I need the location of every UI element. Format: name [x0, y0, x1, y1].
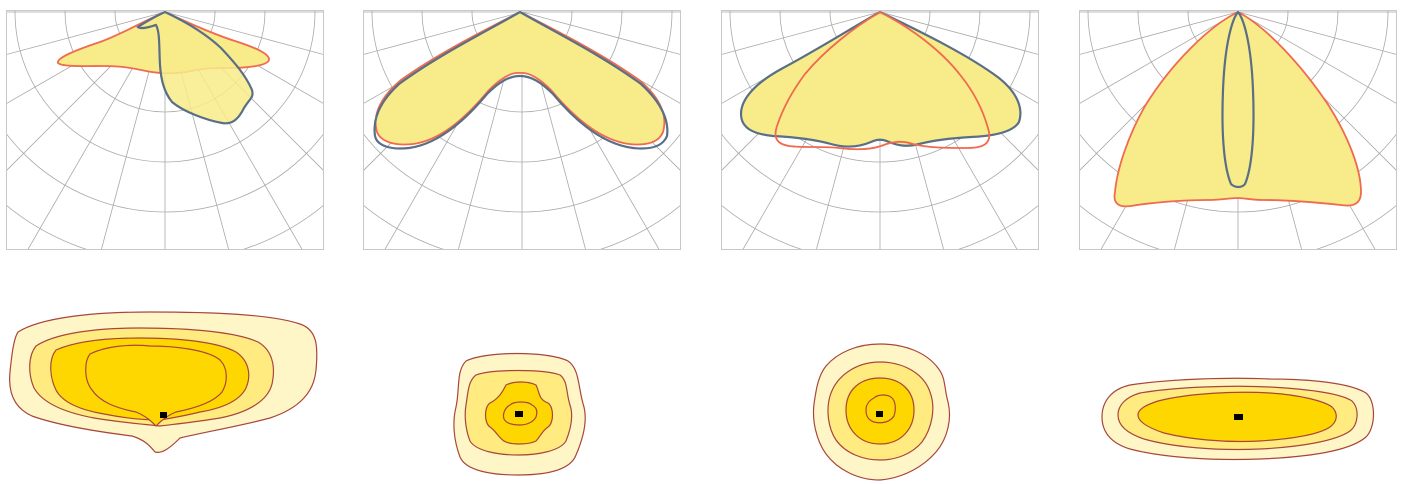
isolux-diagram-3 — [808, 340, 953, 482]
curve-red — [376, 12, 665, 145]
isolux-diagram-4 — [1100, 375, 1378, 463]
luminaire-marker — [160, 412, 167, 418]
polar-diagram-3 — [721, 10, 1039, 250]
polar-diagram-1 — [6, 10, 324, 250]
isolux-diagram-2 — [448, 345, 588, 480]
curve-red — [1115, 12, 1361, 206]
luminaire-marker — [515, 411, 523, 417]
polar-diagram-2 — [363, 10, 681, 250]
curve-blue — [741, 12, 1020, 146]
polar-diagram-4 — [1079, 10, 1397, 250]
luminaire-marker — [1234, 414, 1243, 420]
luminaire-marker — [876, 411, 883, 417]
isolux-diagram-1 — [0, 300, 330, 470]
